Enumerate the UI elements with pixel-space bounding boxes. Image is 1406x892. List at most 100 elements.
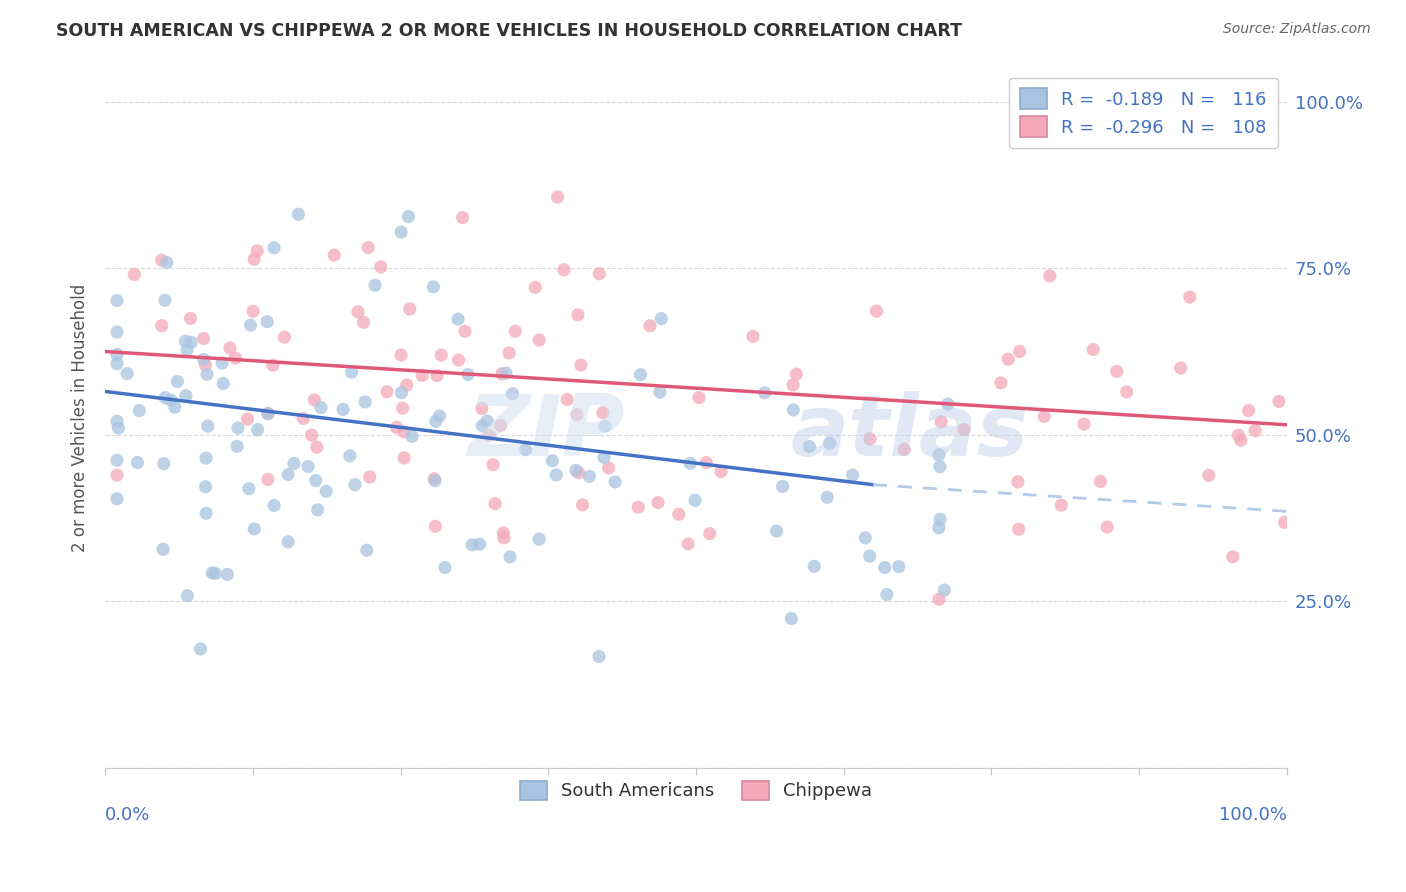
Point [332,402,354,417]
Point [953,422,976,436]
Point [226,439,249,453]
Point [484,497,506,511]
Point [423,474,446,488]
Point [546,467,568,482]
Point [356,543,378,558]
Point [359,470,381,484]
Point [541,454,564,468]
Point [236,412,259,426]
Point [1237,403,1260,417]
Point [929,459,952,474]
Point [425,414,447,428]
Point [799,439,821,453]
Point [160,393,183,408]
Point [238,482,260,496]
Point [246,244,269,258]
Point [668,508,690,522]
Point [398,301,420,316]
Text: 0.0%: 0.0% [105,806,150,824]
Point [340,365,363,379]
Point [567,466,589,480]
Point [598,461,620,475]
Point [423,472,446,486]
Point [492,526,515,541]
Point [495,366,517,380]
Point [105,414,128,428]
Point [887,559,910,574]
Point [785,367,807,381]
Point [411,368,433,383]
Point [936,397,959,411]
Point [353,315,375,329]
Point [1115,384,1137,399]
Point [929,415,952,429]
Point [1090,475,1112,489]
Point [628,368,651,382]
Point [553,262,575,277]
Point [588,267,610,281]
Point [430,348,453,362]
Point [818,436,841,450]
Point [263,241,285,255]
Point [105,357,128,371]
Point [201,566,224,580]
Point [193,331,215,345]
Point [385,420,408,434]
Point [699,526,721,541]
Point [257,473,280,487]
Point [287,207,309,221]
Point [893,442,915,457]
Point [395,378,418,392]
Point [246,423,269,437]
Point [1222,549,1244,564]
Point [304,392,326,407]
Point [152,457,174,471]
Point [710,465,733,479]
Point [239,318,262,332]
Point [498,346,520,360]
Point [429,409,451,423]
Point [928,592,950,607]
Point [107,421,129,435]
Point [217,567,239,582]
Point [105,325,128,339]
Point [478,428,501,442]
Point [301,428,323,442]
Point [754,385,776,400]
Point [447,353,470,368]
Point [105,468,128,483]
Point [128,403,150,417]
Point [454,324,477,338]
Point [343,477,366,491]
Point [127,456,149,470]
Point [859,549,882,563]
Point [392,450,415,465]
Point [163,401,186,415]
Point [305,440,328,454]
Point [588,649,610,664]
Point [605,475,627,489]
Point [650,311,672,326]
Point [396,210,419,224]
Point [593,450,616,465]
Point [688,391,710,405]
Point [461,538,484,552]
Point [401,429,423,443]
Point [257,407,280,421]
Point [592,406,614,420]
Point [434,560,457,574]
Point [527,532,550,546]
Point [1178,290,1201,304]
Point [150,253,173,268]
Point [499,549,522,564]
Point [195,451,218,466]
Legend: South Americans, Chippewa: South Americans, Chippewa [512,773,879,807]
Point [502,386,524,401]
Point [782,378,804,392]
Point [195,368,218,382]
Point [176,343,198,357]
Point [567,308,589,322]
Point [571,498,593,512]
Point [150,318,173,333]
Point [934,583,956,598]
